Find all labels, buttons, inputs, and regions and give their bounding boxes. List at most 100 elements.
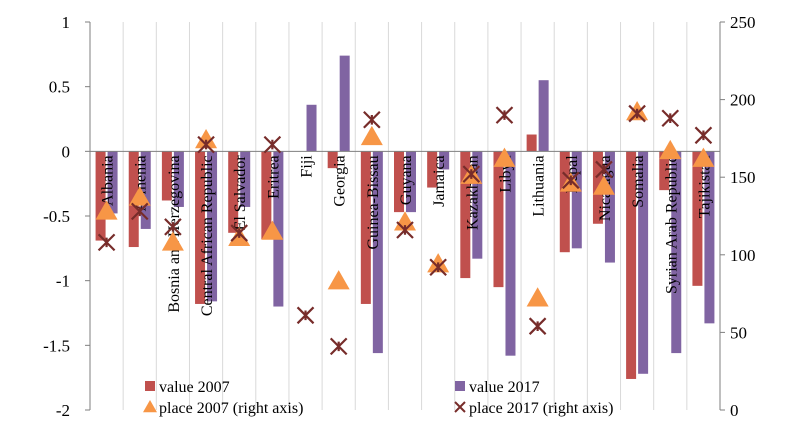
legend-label: value 2007 bbox=[159, 379, 230, 396]
bar-value-2007 bbox=[394, 151, 404, 213]
left-tick-label: -1.5 bbox=[43, 336, 70, 355]
bar-value-2017 bbox=[306, 104, 317, 152]
bar-value-2007 bbox=[228, 151, 239, 233]
category-label: Georgia bbox=[332, 155, 349, 206]
marker-place-2007 bbox=[128, 186, 151, 206]
bar-value-2007 bbox=[692, 151, 703, 286]
bar-value-2017 bbox=[240, 151, 251, 207]
bar-value-2017 bbox=[107, 151, 118, 214]
right-tick-label: 50 bbox=[730, 323, 747, 342]
legend-label: place 2007 (right axis) bbox=[159, 400, 303, 417]
category-label: Guinea-Bissau bbox=[365, 155, 382, 249]
category-label: Lithuania bbox=[531, 155, 548, 216]
marker-place-2007 bbox=[592, 175, 615, 195]
bar-value-2007 bbox=[161, 151, 172, 201]
marker-place-2007 bbox=[360, 125, 383, 146]
marker-place-2007 bbox=[526, 287, 549, 307]
category-label: Bosnia and Herzegovina bbox=[166, 155, 183, 312]
marker-place-2017 bbox=[197, 135, 215, 154]
marker-place-2017 bbox=[595, 160, 613, 179]
category-label: Syrian Arab Republic bbox=[663, 155, 680, 294]
legend-label: place 2017 (right axis) bbox=[469, 400, 613, 417]
category-label: Albania bbox=[100, 155, 117, 206]
left-tick-label: -0.5 bbox=[43, 207, 70, 226]
marker-place-2017 bbox=[230, 224, 248, 242]
right-tick-label: 150 bbox=[730, 168, 756, 187]
bar-value-2017 bbox=[173, 151, 184, 207]
bar-value-2007 bbox=[360, 151, 371, 304]
bar-value-2017 bbox=[671, 151, 682, 354]
bar-value-2017 bbox=[472, 151, 483, 259]
bar-value-2017 bbox=[273, 151, 284, 307]
bar-value-2017 bbox=[571, 151, 582, 249]
bar-value-2007 bbox=[559, 151, 570, 253]
category-label: Tajikistan bbox=[696, 155, 713, 218]
marker-place-2017 bbox=[562, 171, 580, 190]
marker-place-2017 bbox=[363, 110, 381, 129]
bar-value-2017 bbox=[604, 151, 615, 263]
right-tick-label: 250 bbox=[730, 13, 756, 32]
legend-swatch bbox=[143, 400, 157, 413]
left-tick-label: 0 bbox=[62, 142, 71, 161]
right-tick-label: 100 bbox=[730, 246, 756, 265]
marker-place-2017 bbox=[528, 317, 547, 335]
category-label: El Salvador bbox=[232, 155, 249, 231]
legend-swatch bbox=[145, 381, 155, 391]
marker-place-2007 bbox=[692, 147, 715, 167]
category-label: Central African Republic bbox=[199, 155, 216, 316]
bar-value-2007 bbox=[427, 151, 438, 188]
left-tick-label: 0.5 bbox=[49, 78, 70, 97]
bar-value-2007 bbox=[195, 151, 206, 304]
marker-place-2017 bbox=[263, 135, 282, 154]
marker-place-2017 bbox=[694, 126, 713, 145]
bar-value-2017 bbox=[638, 151, 649, 374]
bar-value-2007 bbox=[460, 151, 471, 279]
bar-value-2007 bbox=[659, 151, 670, 191]
bar-value-2007 bbox=[626, 151, 637, 379]
right-tick-label: 200 bbox=[730, 91, 756, 110]
left-tick-label: 1 bbox=[62, 13, 71, 32]
bar-value-2007 bbox=[493, 151, 504, 288]
marker-place-2007 bbox=[493, 147, 516, 167]
marker-place-2017 bbox=[97, 233, 116, 252]
bar-value-2007 bbox=[327, 151, 338, 169]
marker-place-2007 bbox=[659, 139, 682, 160]
marker-place-2017 bbox=[429, 258, 447, 276]
legend-swatch bbox=[454, 401, 466, 413]
marker-place-2017 bbox=[329, 337, 348, 356]
category-label: Somalia bbox=[630, 155, 647, 207]
marker-place-2007 bbox=[195, 128, 218, 149]
bar-value-2007 bbox=[95, 151, 106, 241]
bar-value-2017 bbox=[140, 151, 151, 229]
marker-place-2017 bbox=[164, 218, 182, 236]
marker-place-2007 bbox=[95, 200, 118, 220]
left-tick-label: -2 bbox=[56, 401, 70, 420]
marker-place-2017 bbox=[628, 104, 646, 123]
legend-label: value 2017 bbox=[469, 379, 540, 396]
bar-value-2017 bbox=[372, 151, 383, 354]
bar-value-2017 bbox=[339, 55, 350, 152]
category-label: Jamaica bbox=[431, 155, 448, 207]
bar-value-2007 bbox=[261, 151, 272, 240]
category-label: Guyana bbox=[398, 155, 415, 205]
bar-value-2017 bbox=[439, 151, 450, 170]
bar-value-2017 bbox=[538, 80, 549, 152]
marker-place-2017 bbox=[661, 109, 680, 128]
category-label: Fiji bbox=[299, 155, 316, 178]
marker-place-2017 bbox=[462, 165, 481, 183]
marker-place-2017 bbox=[495, 106, 514, 124]
marker-place-2007 bbox=[327, 270, 350, 290]
bar-value-2017 bbox=[505, 151, 516, 356]
marker-place-2017 bbox=[296, 306, 315, 325]
bar-value-2017 bbox=[207, 151, 218, 302]
marker-place-2017 bbox=[396, 221, 414, 239]
bar-value-2017 bbox=[704, 151, 715, 324]
bar-value-2017 bbox=[406, 151, 416, 213]
marker-place-2017 bbox=[130, 202, 149, 221]
marker-place-2007 bbox=[161, 231, 184, 251]
right-tick-label: 0 bbox=[730, 401, 739, 420]
legend-swatch bbox=[455, 381, 465, 391]
left-tick-label: -1 bbox=[56, 272, 70, 291]
